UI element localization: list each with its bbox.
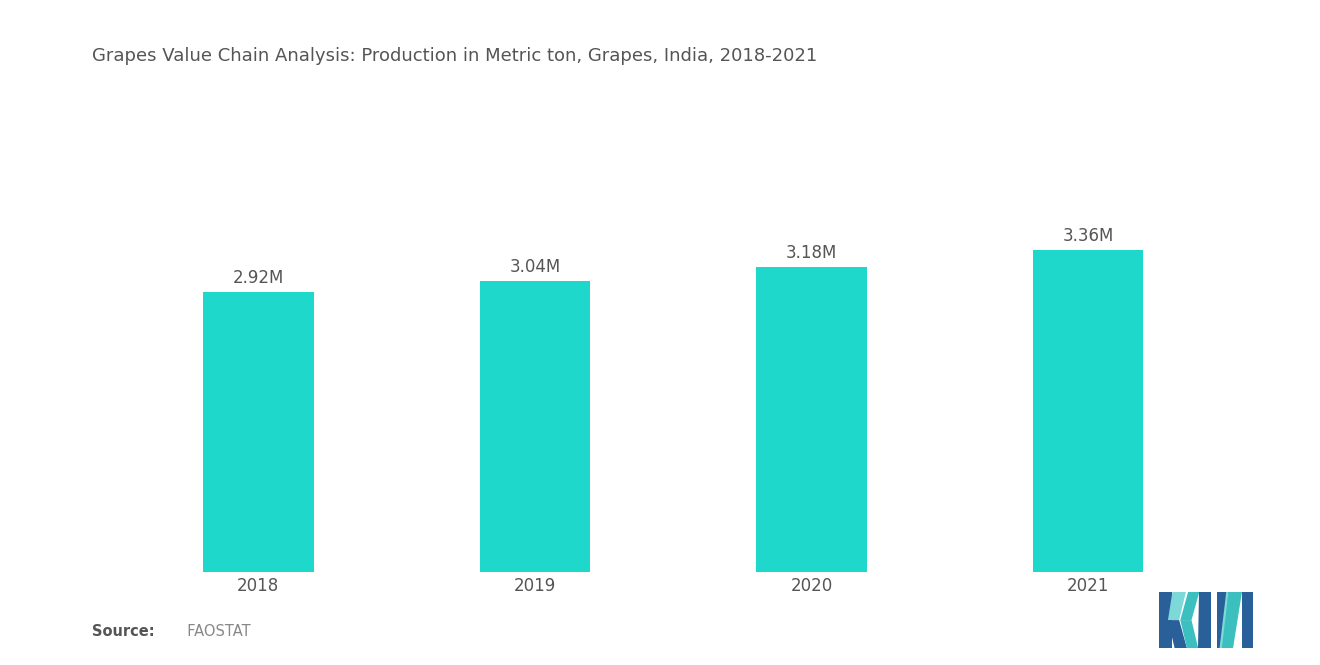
Text: 2.92M: 2.92M [232, 269, 284, 287]
Polygon shape [1199, 592, 1210, 648]
Text: 3.18M: 3.18M [785, 244, 837, 262]
Polygon shape [1220, 592, 1229, 648]
Bar [1032, 250, 1143, 572]
Polygon shape [1242, 592, 1253, 648]
Bar [756, 267, 867, 572]
Polygon shape [1220, 592, 1242, 648]
Text: 3.36M: 3.36M [1063, 227, 1114, 245]
Polygon shape [1168, 592, 1185, 620]
Polygon shape [1180, 620, 1199, 648]
Text: Grapes Value Chain Analysis: Production in Metric ton, Grapes, India, 2018-2021: Grapes Value Chain Analysis: Production … [92, 47, 817, 65]
Polygon shape [1159, 592, 1172, 648]
Polygon shape [1180, 592, 1200, 620]
Polygon shape [1217, 592, 1229, 648]
Bar [203, 293, 314, 572]
Text: Source:: Source: [92, 624, 154, 639]
Bar [479, 281, 590, 572]
Polygon shape [1168, 620, 1187, 648]
Text: 3.04M: 3.04M [510, 257, 561, 275]
Text: FAOSTAT: FAOSTAT [178, 624, 251, 639]
